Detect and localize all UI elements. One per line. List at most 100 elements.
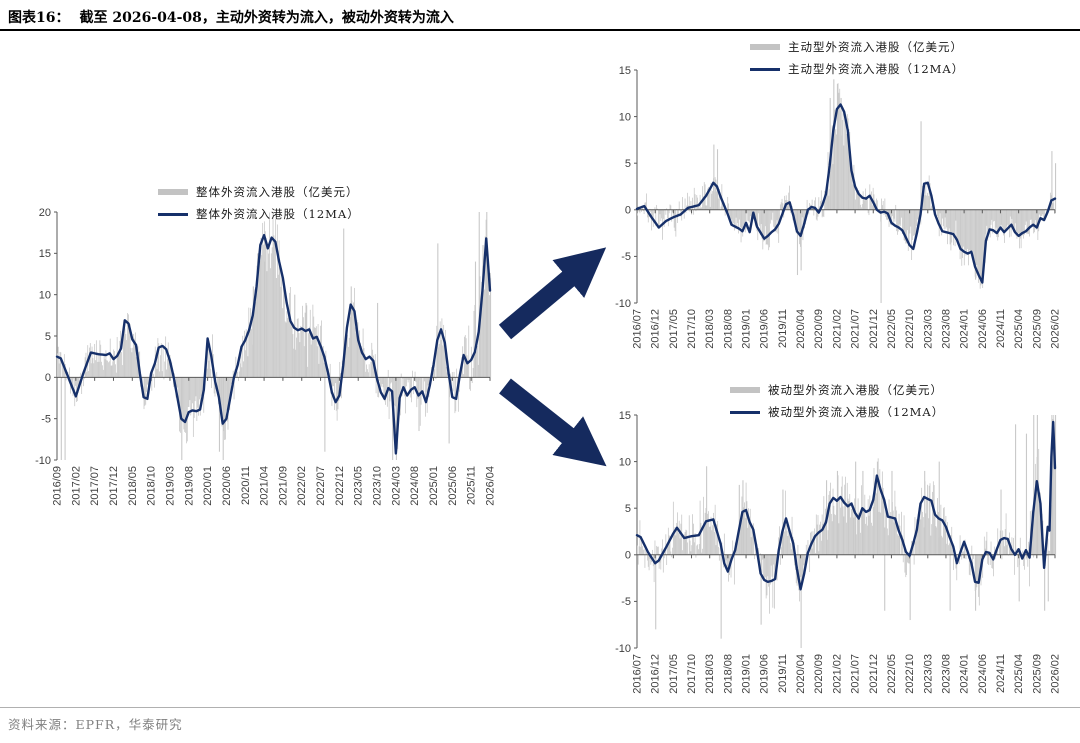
svg-text:15: 15 (619, 410, 631, 422)
legend-item-line: 主动型外资流入港股（12MA） (750, 58, 964, 80)
svg-text:2024/11: 2024/11 (995, 309, 1007, 348)
svg-text:2022/05: 2022/05 (886, 654, 898, 694)
svg-text:2022/02: 2022/02 (296, 466, 308, 506)
svg-text:5: 5 (45, 331, 51, 343)
svg-text:5: 5 (625, 158, 631, 170)
svg-text:10: 10 (39, 289, 51, 301)
svg-text:15: 15 (39, 248, 51, 260)
svg-text:2025/11: 2025/11 (466, 466, 478, 505)
svg-text:-10: -10 (615, 298, 631, 310)
svg-text:-5: -5 (621, 251, 631, 263)
svg-text:2021/07: 2021/07 (850, 309, 862, 349)
svg-text:2020/09: 2020/09 (813, 654, 825, 694)
legend-active: 主动型外资流入港股（亿美元） 主动型外资流入港股（12MA） (750, 36, 964, 80)
svg-text:2025/01: 2025/01 (428, 466, 440, 506)
svg-text:2024/08: 2024/08 (409, 466, 421, 506)
line-swatch-icon (730, 410, 760, 414)
svg-text:2020/09: 2020/09 (813, 309, 825, 349)
svg-text:2020/11: 2020/11 (240, 466, 252, 505)
svg-text:15: 15 (619, 65, 631, 77)
svg-text:2022/05: 2022/05 (886, 309, 898, 349)
svg-text:2017/07: 2017/07 (89, 466, 101, 506)
svg-text:2023/08: 2023/08 (941, 654, 953, 694)
svg-text:2017/05: 2017/05 (668, 654, 680, 694)
svg-text:2023/05: 2023/05 (353, 466, 365, 506)
legend-item-bars: 主动型外资流入港股（亿美元） (750, 36, 964, 58)
legend-label: 主动型外资流入港股（亿美元） (788, 40, 963, 54)
svg-text:2021/12: 2021/12 (868, 309, 880, 349)
svg-text:10: 10 (619, 111, 631, 123)
legend-label: 被动型外资流入港股（12MA） (768, 405, 945, 419)
svg-text:-10: -10 (615, 643, 631, 655)
svg-text:2019/08: 2019/08 (183, 466, 195, 506)
svg-text:2019/11: 2019/11 (777, 654, 789, 693)
bar-swatch-icon (158, 189, 188, 195)
figure-title: 图表16： 截至 2026-04-08，主动外资转为流入，被动外资转为流入 (8, 7, 454, 27)
svg-text:2019/11: 2019/11 (777, 309, 789, 348)
svg-text:2026/02: 2026/02 (1050, 654, 1062, 694)
svg-text:2018/10: 2018/10 (146, 466, 158, 506)
source-note: 资料来源：EPFR，华泰研究 (8, 717, 183, 732)
legend-overall: 整体外资流入港股（亿美元） 整体外资流入港股（12MA） (158, 181, 360, 225)
svg-text:2023/08: 2023/08 (941, 309, 953, 349)
svg-text:2025/09: 2025/09 (1031, 654, 1043, 694)
svg-text:2020/04: 2020/04 (795, 309, 807, 349)
svg-text:2022/12: 2022/12 (334, 466, 346, 506)
svg-text:2025/04: 2025/04 (1013, 654, 1025, 694)
svg-text:0: 0 (625, 550, 631, 562)
svg-text:-10: -10 (35, 455, 51, 467)
svg-text:2025/06: 2025/06 (447, 466, 459, 506)
arrow-down-right-icon (499, 378, 607, 467)
svg-text:2019/03: 2019/03 (165, 466, 177, 506)
figure-title-text: 截至 2026-04-08，主动外资转为流入，被动外资转为流入 (79, 10, 454, 26)
svg-text:-5: -5 (41, 413, 51, 425)
svg-text:2017/10: 2017/10 (686, 654, 698, 694)
svg-text:2016/12: 2016/12 (650, 654, 662, 694)
title-divider (0, 29, 1080, 31)
svg-text:2017/12: 2017/12 (108, 466, 120, 506)
line-swatch-icon (158, 212, 188, 216)
legend-label: 被动型外资流入港股（亿美元） (768, 383, 943, 397)
svg-text:2024/11: 2024/11 (995, 654, 1007, 693)
legend-item-line: 整体外资流入港股（12MA） (158, 203, 360, 225)
svg-text:2020/01: 2020/01 (202, 466, 214, 506)
svg-text:2023/03: 2023/03 (922, 654, 934, 694)
line-swatch-icon (750, 67, 780, 71)
svg-text:10: 10 (619, 456, 631, 468)
svg-text:2021/02: 2021/02 (831, 309, 843, 349)
svg-text:2018/05: 2018/05 (127, 466, 139, 506)
svg-text:2018/08: 2018/08 (722, 654, 734, 694)
svg-text:0: 0 (625, 205, 631, 217)
svg-text:2020/06: 2020/06 (221, 466, 233, 506)
flow-arrows (498, 247, 607, 467)
legend-passive: 被动型外资流入港股（亿美元） 被动型外资流入港股（12MA） (730, 379, 944, 423)
legend-label: 整体外资流入港股（12MA） (196, 207, 360, 221)
svg-text:-5: -5 (621, 596, 631, 608)
svg-text:2021/09: 2021/09 (277, 466, 289, 506)
svg-text:2026/02: 2026/02 (1050, 309, 1062, 349)
svg-text:2017/10: 2017/10 (686, 309, 698, 349)
legend-item-bars: 整体外资流入港股（亿美元） (158, 181, 360, 203)
footer-divider (0, 707, 1080, 708)
svg-text:2018/03: 2018/03 (704, 309, 716, 349)
bar-swatch-icon (730, 387, 760, 393)
svg-text:2021/07: 2021/07 (850, 654, 862, 694)
svg-text:2025/09: 2025/09 (1031, 309, 1043, 349)
svg-text:2016/07: 2016/07 (632, 309, 644, 349)
svg-text:2017/05: 2017/05 (668, 309, 680, 349)
svg-text:2019/06: 2019/06 (759, 309, 771, 349)
svg-text:20: 20 (39, 207, 51, 219)
svg-text:2016/12: 2016/12 (650, 309, 662, 349)
legend-label: 主动型外资流入港股（12MA） (788, 62, 965, 76)
svg-text:2021/04: 2021/04 (259, 466, 271, 506)
svg-text:2024/01: 2024/01 (959, 654, 971, 694)
svg-text:2023/10: 2023/10 (372, 466, 384, 506)
svg-text:2022/10: 2022/10 (904, 309, 916, 349)
svg-text:2021/02: 2021/02 (831, 654, 843, 694)
svg-text:2018/08: 2018/08 (722, 309, 734, 349)
legend-item-line: 被动型外资流入港股（12MA） (730, 401, 944, 423)
chart-overall-foreign-flow: 整体外资流入港股（亿美元） 整体外资流入港股（12MA） 20 15 10 5 0 -5 -… (30, 175, 500, 540)
legend-label: 整体外资流入港股（亿美元） (196, 185, 359, 199)
